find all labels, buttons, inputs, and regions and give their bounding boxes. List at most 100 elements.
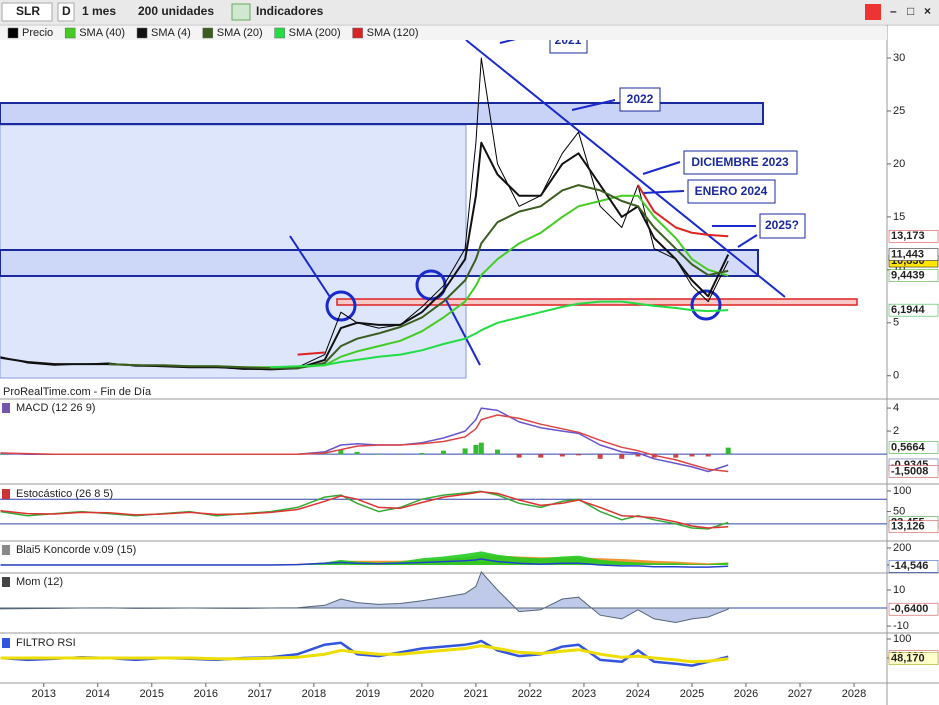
histogram-bar bbox=[725, 447, 731, 455]
arrow-line bbox=[444, 297, 481, 366]
end-label: 13,126 bbox=[891, 521, 925, 533]
y-tick-label: 2 bbox=[893, 425, 899, 437]
panel-title-bg bbox=[2, 489, 10, 499]
histogram-bar bbox=[495, 449, 501, 455]
x-tick-label: 2025 bbox=[680, 688, 704, 700]
source-label: ProRealTime.com - Fin de Día bbox=[3, 386, 152, 398]
x-tick-label: 2018 bbox=[302, 688, 326, 700]
y-tick-label: 25 bbox=[893, 105, 905, 117]
end-label: -14,546 bbox=[891, 560, 928, 572]
circle-mark bbox=[325, 290, 357, 322]
annotation: 2025? bbox=[765, 218, 799, 232]
series-line bbox=[0, 414, 729, 473]
series-line bbox=[0, 558, 729, 568]
toolbar-bg bbox=[0, 0, 939, 24]
arrow-line bbox=[737, 234, 758, 248]
histogram-bar bbox=[441, 450, 446, 455]
x-tick-label: 2016 bbox=[194, 688, 218, 700]
end-label-box bbox=[888, 248, 939, 261]
annotation: ENERO 2024 bbox=[695, 184, 768, 198]
annotation-box bbox=[759, 213, 806, 239]
legend-label: SMA (120) bbox=[367, 27, 419, 39]
y-tick-label: -10 bbox=[893, 620, 909, 632]
histogram-bar bbox=[397, 454, 403, 455]
end-label-box bbox=[888, 652, 939, 665]
end-label: 13,173 bbox=[891, 230, 925, 242]
panel-title-bg bbox=[2, 403, 10, 413]
legend-swatch bbox=[7, 27, 19, 39]
histogram-bar bbox=[576, 454, 582, 456]
y-tick-label: 0 bbox=[893, 370, 899, 382]
y-tick-label: 100 bbox=[893, 485, 911, 497]
period-code-box[interactable] bbox=[57, 2, 75, 22]
x-tick-label: 2022 bbox=[518, 688, 542, 700]
period[interactable]: 1 mes bbox=[82, 4, 116, 18]
end-label: -1,5008 bbox=[891, 465, 928, 477]
histogram-bar bbox=[619, 454, 625, 459]
arrow-line bbox=[642, 190, 685, 194]
x-tick-label: 2026 bbox=[734, 688, 758, 700]
end-label-box bbox=[888, 441, 939, 454]
area bbox=[0, 571, 729, 624]
indicators-icon[interactable] bbox=[231, 3, 251, 21]
x-tick-label: 2017 bbox=[248, 688, 272, 700]
annotation-box bbox=[687, 179, 776, 204]
end-label: 9,4439 bbox=[891, 270, 925, 282]
refresh-icon[interactable] bbox=[865, 4, 881, 20]
symbol-box[interactable] bbox=[1, 2, 53, 22]
maximize[interactable]: □ bbox=[907, 4, 914, 18]
x-tick-label: 2023 bbox=[572, 688, 596, 700]
period-code[interactable]: D bbox=[62, 4, 71, 18]
legend-swatch bbox=[202, 27, 214, 39]
legend-label: Precio bbox=[22, 27, 53, 39]
x-tick-label: 2027 bbox=[788, 688, 812, 700]
histogram-bar bbox=[538, 454, 544, 458]
panel-title-bg bbox=[2, 545, 10, 555]
legend-label: SMA (200) bbox=[289, 27, 341, 39]
end-label: 6,1944 bbox=[891, 304, 926, 316]
arrow-line bbox=[642, 161, 681, 175]
y-tick-label: 4 bbox=[893, 402, 899, 414]
end-label-box bbox=[888, 229, 939, 243]
end-label-box bbox=[888, 303, 939, 317]
y-tick-label: 5 bbox=[893, 317, 899, 329]
annotation: 2022 bbox=[627, 92, 654, 106]
x-tick-label: 2015 bbox=[140, 688, 164, 700]
circle-mark bbox=[415, 269, 447, 301]
circle-mark bbox=[690, 289, 722, 321]
panel-title-bg bbox=[2, 577, 10, 587]
histogram-bar bbox=[689, 454, 695, 457]
end-label: -0,6400 bbox=[891, 603, 928, 615]
annotation-box bbox=[619, 87, 661, 112]
panel-title: Mom (12) bbox=[16, 576, 63, 588]
symbol[interactable]: SLR bbox=[16, 4, 40, 18]
close[interactable]: × bbox=[924, 4, 931, 18]
panel-title: Estocástico (26 8 5) bbox=[16, 488, 113, 500]
end-label-box bbox=[888, 520, 939, 534]
histogram-bar bbox=[419, 453, 425, 455]
histogram-bar bbox=[0, 454, 4, 455]
annotation-box bbox=[683, 150, 798, 175]
histogram-bar bbox=[597, 454, 603, 459]
series-line bbox=[297, 184, 729, 356]
histogram-bar bbox=[376, 454, 382, 455]
end-label-box bbox=[888, 560, 939, 573]
x-tick-label: 2013 bbox=[32, 688, 56, 700]
x-tick-label: 2020 bbox=[410, 688, 434, 700]
y-tick-label: 100 bbox=[893, 633, 911, 645]
units[interactable]: 200 unidades bbox=[138, 4, 214, 18]
legend-label: SMA (20) bbox=[217, 27, 263, 39]
minimize[interactable]: – bbox=[890, 4, 897, 18]
indicators[interactable]: Indicadores bbox=[256, 4, 324, 18]
histogram-bar bbox=[338, 449, 344, 455]
end-label: 0,5664 bbox=[891, 442, 926, 454]
legend-swatch bbox=[352, 27, 363, 39]
histogram-bar bbox=[559, 454, 565, 457]
x-tick-label: 2014 bbox=[86, 688, 110, 700]
x-tick-label: 2019 bbox=[356, 688, 380, 700]
histogram-bar bbox=[354, 451, 360, 455]
y-tick-label: 200 bbox=[893, 542, 911, 554]
series-line bbox=[108, 184, 729, 370]
